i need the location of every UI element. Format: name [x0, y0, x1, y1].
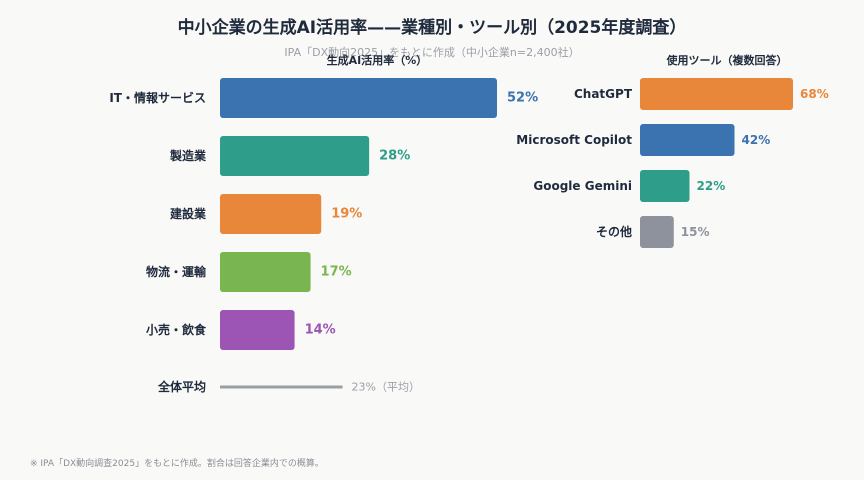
industry-bar: [220, 136, 370, 176]
industry-category-label: 小売・飲食: [146, 322, 207, 337]
tool-category-label: その他: [596, 224, 632, 239]
tool-bar: [640, 124, 735, 156]
tool-category-label: Google Gemini: [533, 179, 632, 193]
industry-category-label: 物流・運輸: [146, 264, 207, 279]
tool-bar: [640, 170, 690, 202]
tool-value-label: 15%: [681, 225, 710, 239]
industry-value-label: 28%: [379, 149, 410, 164]
tool-category-label: ChatGPT: [574, 87, 633, 101]
industry-bar: [220, 252, 311, 292]
tool-panel-title: 使用ツール（複数回答）: [666, 53, 788, 67]
industry-value-label: 17%: [321, 265, 352, 280]
tool-value-label: 22%: [697, 179, 726, 193]
industry-category-label: 製造業: [169, 148, 207, 163]
tool-bar: [640, 78, 793, 110]
industry-average-label: 全体平均: [157, 379, 206, 394]
footer-note: ※ IPA「DX動向調査2025」をもとに作成。割合は回答企業内での概算。: [30, 459, 324, 469]
industry-average-value: 23%（平均）: [352, 381, 420, 394]
industry-panel: IT・情報サービス 52% 製造業 28% 建設業 19% 物流・運輸 17% 小売・飲食 14%…: [109, 78, 538, 394]
industry-category-label: 建設業: [169, 206, 207, 221]
industry-category-label: IT・情報サービス: [109, 90, 206, 105]
industry-bar: [220, 78, 497, 118]
tool-bar: [640, 216, 674, 248]
industry-panel-title: 生成AI活用率（%）: [327, 53, 428, 67]
tool-value-label: 68%: [800, 87, 829, 101]
industry-bar: [220, 310, 295, 350]
industry-value-label: 19%: [331, 207, 362, 222]
tool-panel: ChatGPT 68% Microsoft Copilot 42% Google Gem…: [516, 78, 829, 248]
chart-subtitle: IPA「DX動向2025」をもとに作成（中小企業n=2,400社）: [284, 46, 580, 59]
tool-category-label: Microsoft Copilot: [516, 133, 632, 147]
chart-title: 中小企業の生成AI活用率——業種別・ツール別（2025年度調査）: [177, 18, 687, 38]
industry-value-label: 52%: [507, 91, 538, 106]
industry-bar: [220, 194, 322, 234]
industry-value-label: 14%: [305, 323, 336, 338]
tool-value-label: 42%: [742, 133, 771, 147]
